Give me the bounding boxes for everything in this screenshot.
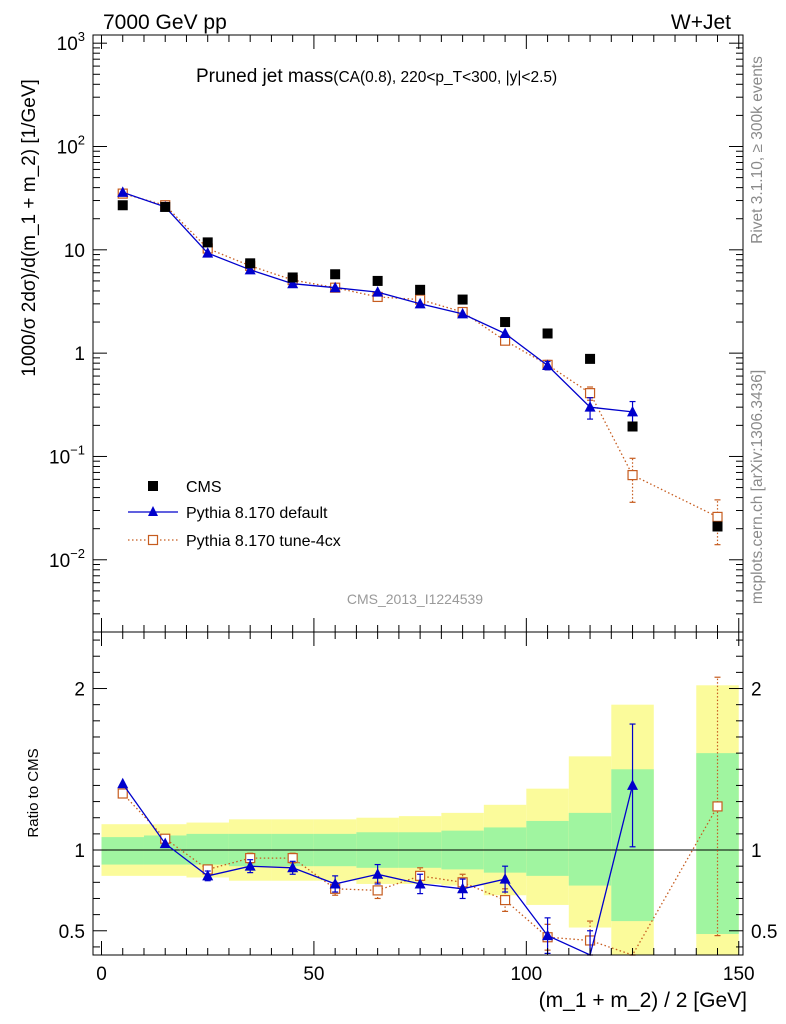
ratio-y-tick-label: 1: [74, 841, 85, 862]
uncertainty-band-inner: [186, 833, 229, 865]
ratio-tune4cx-point: [372, 885, 383, 896]
uncertainty-band-inner: [568, 812, 612, 886]
cms-point: [627, 421, 638, 432]
header-right: W+Jet: [671, 11, 731, 34]
cms-point: [202, 237, 213, 248]
watermark: CMS_2013_I1224539: [347, 591, 483, 607]
ratio-panel: 0.5 0.5 1 1 2 2 0 50 100 150 Ratio to CMS (m_1 + …: [25, 631, 777, 1012]
ratio-y-tick-label-right: 1: [751, 841, 762, 862]
uncertainty-band-inner: [526, 820, 569, 876]
ratio-tune4cx-point: [712, 801, 723, 812]
ratio-pythia-default-point: [372, 868, 384, 879]
rivet-label: Rivet 3.1.10, ≥ 300k events: [749, 56, 766, 244]
pythia-default-point: [457, 307, 469, 319]
legend-tune-marker: [147, 534, 159, 546]
ratio-y-tick-label-right: 2: [751, 680, 762, 701]
pythia-default-point: [117, 186, 129, 197]
cms-point: [415, 284, 426, 295]
ratio-y-tick-label: 0.5: [59, 922, 85, 943]
cms-point: [287, 272, 298, 283]
tune4cx-point: [627, 470, 638, 481]
main-y-axis-label: 1000/σ 2dσ)/d(m_1 + m_2) [1/GeV]: [19, 79, 40, 377]
legend-default-label: Pythia 8.170 default: [186, 505, 328, 522]
main-title: Pruned jet mass(CA(0.8), 220<p_T<300, |y…: [196, 66, 557, 87]
ratio-pythia-default-point: [202, 869, 214, 881]
main-panel: Pruned jet mass(CA(0.8), 220<p_T<300, |y…: [19, 29, 744, 633]
pythia-default-point: [329, 281, 341, 293]
chart-title: Pruned jet mass: [196, 66, 333, 87]
uncertainty-band-inner: [101, 837, 144, 865]
cms-point: [585, 353, 596, 364]
tune4cx-point: [712, 511, 723, 523]
ratio-pythia-default-point: [542, 929, 554, 941]
cms-point: [160, 201, 171, 212]
ratio-pythia-default-point: [414, 877, 426, 889]
ratio-tune4cx-point: [117, 788, 128, 799]
legend-tune-label: Pythia 8.170 tune-4cx: [186, 533, 341, 550]
x-tick-label: 50: [303, 964, 324, 985]
x-tick-label: 0: [96, 964, 107, 985]
mcplots-label: mcplots.cern.ch [arXiv:1306.3436]: [749, 370, 766, 604]
pythia-default-point: [499, 327, 511, 338]
ratio-pythia-default-point: [287, 861, 299, 873]
cms-point: [457, 294, 468, 305]
main-y-tick-label: 10: [64, 241, 85, 262]
ratio-pythia-default-point: [117, 777, 129, 789]
main-y-tick-label: 103: [57, 29, 85, 55]
chart-subtitle: (CA(0.8), 220<p_T<300, |y|<2.5): [333, 69, 557, 86]
main-y-tick-label: 10−1: [49, 442, 85, 468]
cms-point: [712, 521, 723, 532]
pythia-default-point: [244, 263, 256, 275]
cms-point: [500, 317, 511, 328]
pythia-default-point: [542, 359, 554, 370]
ratio-pythia-default-point: [457, 882, 469, 894]
ratio-y-axis-label: Ratio to CMS: [25, 748, 42, 837]
cms-point: [117, 200, 128, 211]
ratio-tune4cx-point: [499, 894, 511, 906]
pythia-default-point: [372, 286, 384, 297]
legend-cms-label: CMS: [186, 479, 222, 496]
ratio-pythia-default-point: [329, 877, 341, 889]
tune4cx-line: [122, 192, 718, 518]
pythia-default-line: [122, 191, 633, 413]
legend-cms-marker: [148, 481, 158, 491]
x-tick-label: 150: [723, 964, 755, 985]
pythia-default-point: [584, 401, 596, 412]
ratio-y-tick-label: 2: [74, 680, 85, 701]
pythia-default-point: [202, 247, 214, 258]
ratio-frame: [92, 631, 744, 956]
cms-point: [245, 258, 256, 269]
legend: CMS Pythia 8.170 default Pythia 8.170 tu…: [128, 479, 341, 550]
pythia-default-point: [287, 277, 299, 289]
main-y-tick-label: 10−2: [49, 546, 85, 572]
tune4cx-point: [584, 388, 596, 399]
ratio-y-tick-label-right: 0.5: [751, 922, 777, 943]
cms-point: [372, 275, 383, 286]
pythia-default-point: [627, 405, 639, 417]
cms-point: [330, 269, 341, 280]
cms-point: [542, 328, 553, 339]
x-tick-label: 100: [510, 964, 542, 985]
ratio-pythia-default-point: [499, 873, 511, 884]
ratio-pythia-default-point: [159, 837, 171, 849]
pythia-default-point: [414, 297, 426, 309]
header-left: 7000 GeV pp: [103, 11, 227, 34]
x-axis-label: (m_1 + m_2) / 2 [GeV]: [539, 989, 747, 1012]
ratio-pythia-default-point: [627, 779, 639, 790]
main-y-tick-label: 102: [57, 133, 85, 159]
ratio-pythia-default-point: [244, 860, 256, 871]
main-y-tick-label: 1: [74, 344, 85, 365]
legend-default-marker: [148, 506, 158, 516]
